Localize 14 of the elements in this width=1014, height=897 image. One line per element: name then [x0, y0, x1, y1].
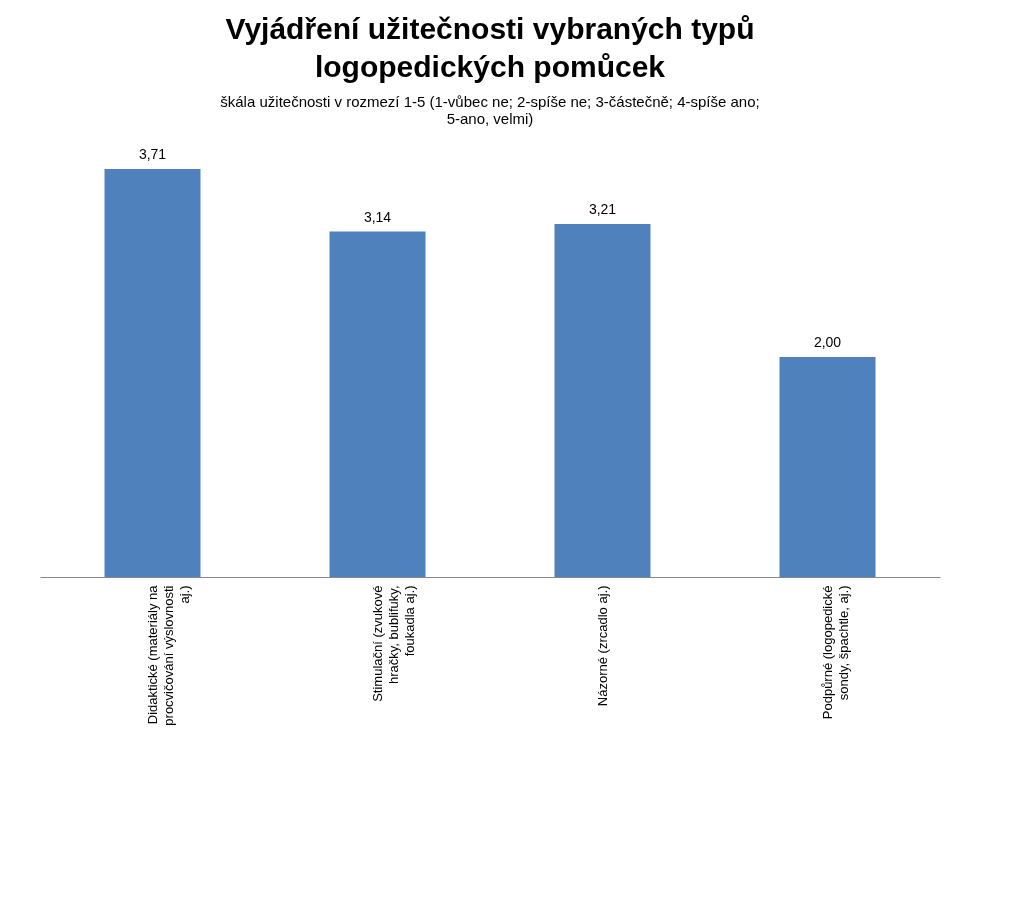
data-label: 2,00 — [813, 334, 842, 350]
bar — [329, 231, 426, 577]
bar — [554, 223, 651, 577]
x-tick-label: Podpůrné (logopedické sondy, špachtle, aj.) — [819, 585, 851, 720]
bar — [104, 168, 201, 577]
x-tick-label: Stimulační (zvukové hračky, bublifuky, foukadla aj.) — [369, 585, 417, 702]
x-tick-label: Názorné (zrcadlo aj.) — [594, 585, 610, 707]
bar — [779, 357, 876, 577]
chart-subtitle: škála užitečnosti v rozmezí 1-5 (1-vůbec ne; 2-spíše ne; 3-částečně; 4-spíše ano; 5-ano, velmi) — [220, 93, 760, 127]
chart-title: Vyjádření užitečnosti vybraných typů logopedických pomůcek — [225, 12, 755, 83]
x-tick-label: Didaktické (materiály na procvičování výslovnosti aj.) — [144, 584, 192, 726]
data-label: 3,71 — [138, 145, 167, 162]
data-label: 3,21 — [588, 200, 617, 217]
data-label: 3,14 — [363, 208, 392, 225]
